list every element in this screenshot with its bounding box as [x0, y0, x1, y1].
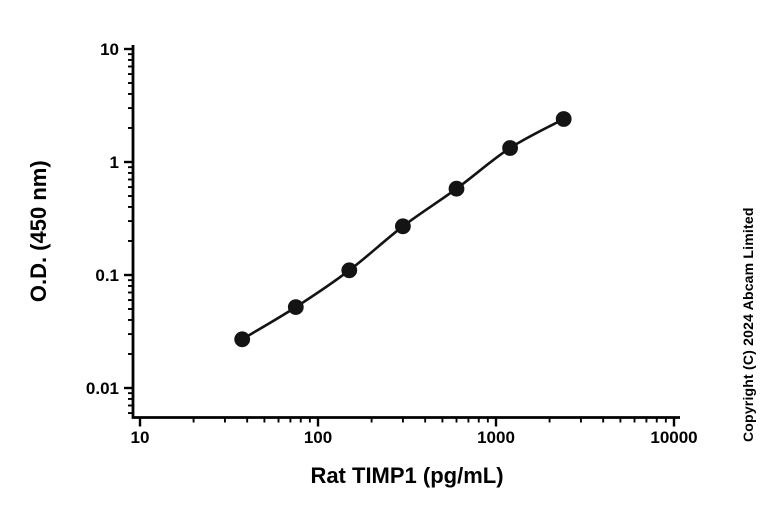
y-axis-title: O.D. (450 nm) [26, 160, 51, 302]
data-point [395, 218, 411, 235]
y-tick-label: 1 [110, 153, 119, 172]
data-point [448, 180, 465, 197]
y-axis-ticks: 0.01 0.1 1 10 [86, 40, 133, 415]
data-points [234, 111, 572, 348]
data-point [555, 111, 572, 127]
x-tick-label: 1000 [477, 428, 515, 447]
x-axis-title: Rat TIMP1 (pg/mL) [310, 463, 503, 488]
copyright-text: Copyright (C) 2024 Abcam Limited [740, 207, 756, 443]
x-tick-label: 10 [131, 428, 150, 447]
data-point [234, 331, 251, 348]
y-tick-label: 10 [100, 40, 119, 59]
x-axis-ticks: 10 100 1000 10000 [131, 417, 698, 447]
y-tick-label: 0.01 [86, 379, 119, 398]
x-tick-label: 10000 [650, 428, 697, 447]
x-tick-label: 100 [304, 428, 332, 447]
data-point [502, 140, 519, 156]
axes-spines [131, 45, 680, 419]
data-point [287, 299, 304, 316]
y-tick-label: 0.1 [95, 266, 119, 285]
data-point [341, 262, 358, 279]
